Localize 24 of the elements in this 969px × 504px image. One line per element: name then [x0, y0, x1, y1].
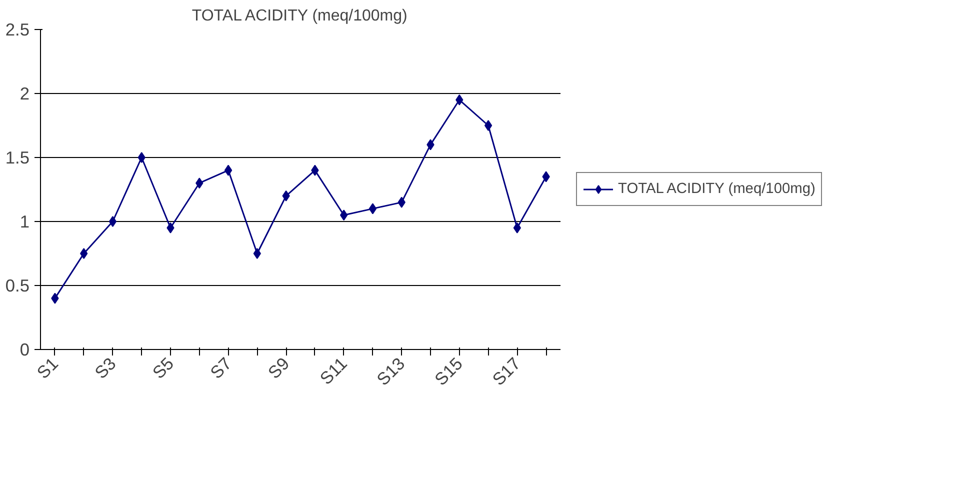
point: [368, 203, 377, 214]
point: [80, 248, 88, 259]
x-tick-label: S17: [488, 353, 524, 390]
y-tick-label: 0.5: [5, 276, 30, 296]
point: [138, 152, 146, 163]
x-tick-label: S15: [430, 353, 466, 390]
x-tick-label: S5: [148, 353, 178, 383]
x-tick-label: S1: [32, 353, 62, 383]
point: [108, 216, 117, 227]
y-tick-label: 0: [20, 340, 30, 360]
x-tick-label: S3: [90, 353, 120, 383]
point: [484, 120, 492, 131]
y-tick-label: 2: [20, 84, 30, 104]
point: [253, 248, 261, 259]
y-tick-label: 1: [20, 212, 30, 232]
x-tick-label: S9: [264, 353, 294, 383]
y-tick-label: 1.5: [5, 148, 30, 168]
chart-title: TOTAL ACIDITY (meq/100mg): [192, 8, 408, 24]
y-tick-label: 2.5: [5, 20, 30, 40]
point: [224, 164, 232, 176]
x-tick-label: S11: [316, 353, 351, 388]
legend-label: TOTAL ACIDITY (meq/100mg): [618, 181, 816, 197]
x-tick-label: S13: [372, 353, 409, 390]
x-tick-label: S7: [206, 353, 236, 383]
